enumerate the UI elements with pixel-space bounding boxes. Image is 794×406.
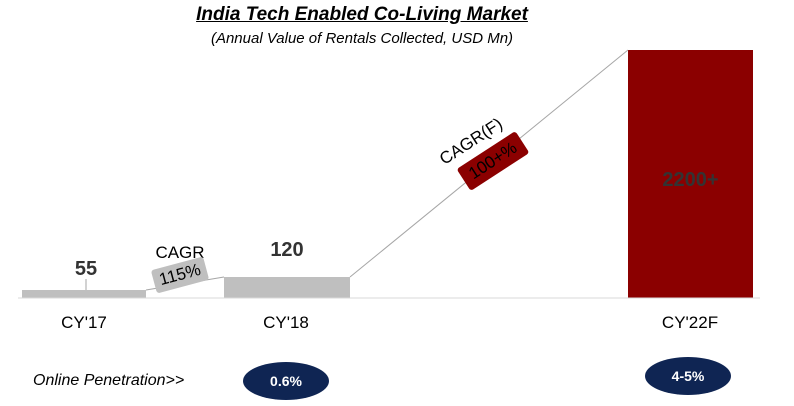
bar-2 — [628, 50, 753, 298]
value-label-cy17: 55 — [75, 258, 97, 280]
cagr-label-1: CAGR — [155, 243, 204, 262]
bar-1 — [224, 277, 350, 298]
chart-subtitle: (Annual Value of Rentals Collected, USD … — [210, 30, 514, 47]
category-label-0: CY'17 — [61, 313, 107, 332]
penetration-badge-cy22f: 4-5% — [645, 357, 731, 395]
value-label-cy22f: 2200+ — [662, 169, 718, 191]
category-label-1: CY'18 — [263, 313, 309, 332]
category-label-2: CY'22F — [662, 313, 718, 332]
chart-title: India Tech Enabled Co-Living Market — [196, 4, 528, 25]
online-penetration-label: Online Penetration>> — [33, 372, 185, 389]
value-label-cy18: 120 — [270, 239, 303, 261]
cagr-badge-2-bg — [457, 132, 529, 190]
cagr-badge-1-bg — [151, 257, 209, 293]
bar-0 — [22, 290, 146, 298]
penetration-badge-cy18: 0.6% — [243, 362, 329, 400]
